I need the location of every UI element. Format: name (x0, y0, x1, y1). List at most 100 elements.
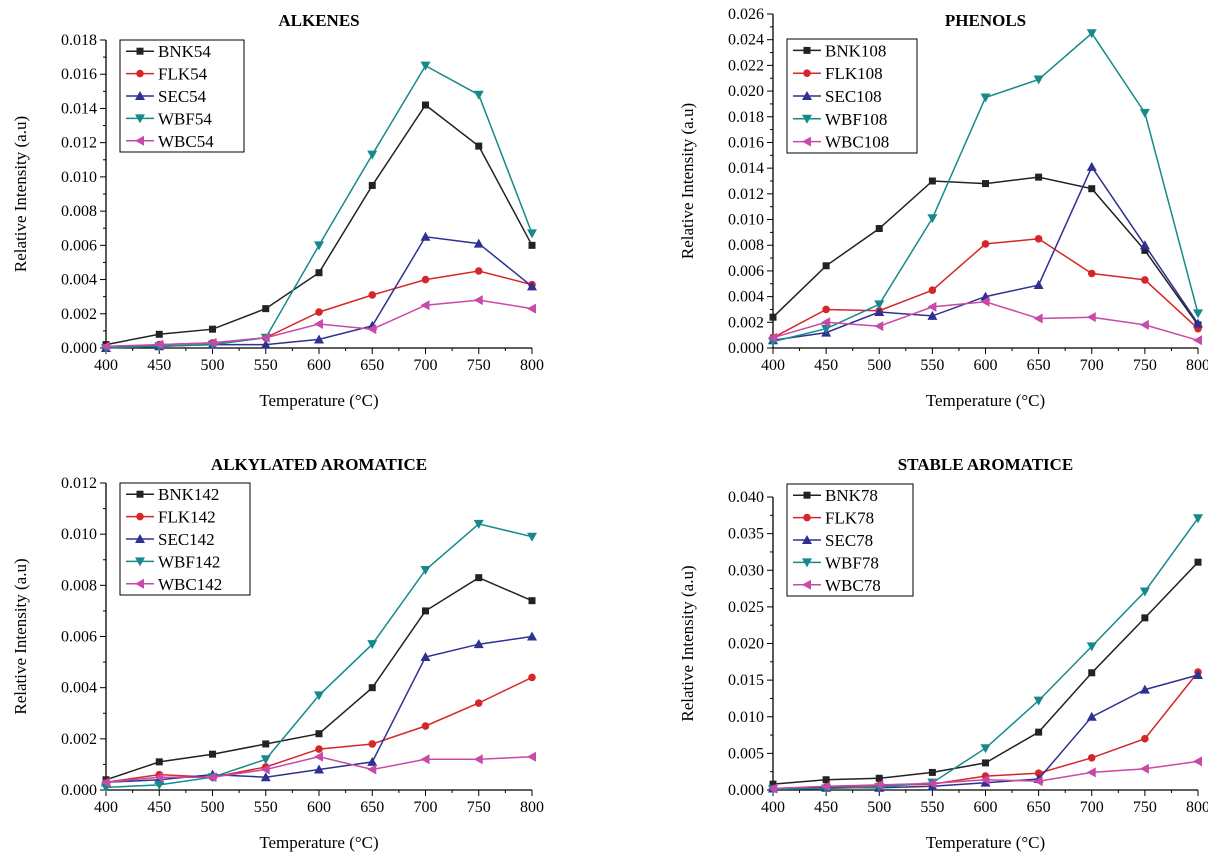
data-point-WBC108 (874, 321, 884, 332)
legend-entry: FLK78 (825, 509, 874, 528)
data-point-BNK108 (982, 180, 989, 188)
series-line-SEC54 (105, 235, 533, 349)
data-point-SEC78 (1139, 684, 1150, 694)
y-axis-label: Relative Intensity (a.u) (678, 103, 697, 259)
chart-title: ALKENES (278, 11, 359, 30)
x-tick-label: 400 (761, 357, 785, 374)
data-point-BNK78 (928, 768, 936, 776)
data-point-WBC54 (473, 295, 483, 306)
data-point-BNK54 (528, 241, 536, 249)
x-tick-label: 750 (1133, 799, 1157, 816)
data-point-WBC54 (367, 324, 377, 335)
y-tick-label: 0.010 (61, 526, 97, 543)
series-line-SEC108 (772, 165, 1199, 342)
y-tick-label: 0.020 (728, 83, 764, 100)
legend-marker (136, 490, 144, 498)
data-point-FLK54 (474, 267, 483, 275)
data-point-WBF78 (1033, 696, 1044, 706)
data-point-SEC142 (420, 651, 431, 661)
legend-marker (802, 136, 811, 147)
y-tick-label: 0.010 (728, 709, 764, 726)
legend-marker (136, 512, 144, 521)
y-axis-label: Relative Intensity (a.u) (678, 565, 697, 721)
series-line-FLK78 (772, 671, 1199, 790)
legend-entry: FLK108 (825, 64, 883, 83)
legend-marker (135, 578, 144, 589)
x-tick-label: 750 (467, 357, 491, 374)
data-point-WBC78 (874, 779, 884, 790)
y-tick-label: 0.026 (728, 6, 764, 23)
x-tick-label: 650 (360, 357, 384, 374)
chart-panel-3: ALKYLATED AROMATICE 0.000 0.002 0.004 0.006 0… (11, 455, 544, 852)
data-point-SEC108 (1033, 280, 1044, 290)
data-point-WBC78 (927, 778, 937, 789)
x-tick-label: 800 (520, 357, 544, 374)
x-tick-label: 650 (1027, 799, 1051, 816)
data-point-WBF54 (473, 90, 484, 100)
legend-marker (802, 558, 812, 568)
data-point-WBF108 (874, 300, 885, 310)
x-tick-label: 400 (94, 799, 118, 816)
y-tick-label: 0.008 (61, 577, 97, 594)
y-tick-label: 0.010 (61, 169, 97, 186)
data-point-WBF78 (980, 744, 991, 754)
data-point-WBC108 (1086, 312, 1096, 323)
y-tick-label: 0.008 (61, 203, 97, 220)
legend-entry: BNK54 (158, 42, 211, 61)
data-point-WBC54 (260, 332, 270, 343)
y-tick-label: 0.014 (728, 160, 764, 177)
data-point-BNK54 (262, 305, 270, 313)
data-point-BNK142 (315, 730, 323, 738)
legend-entry: BNK142 (158, 485, 219, 504)
x-axis-label: Temperature (°C) (259, 391, 378, 410)
data-point-SEC108 (927, 310, 938, 320)
y-tick-label: 0.010 (728, 212, 764, 229)
x-tick-label: 700 (414, 799, 438, 816)
data-point-BNK78 (1088, 669, 1096, 677)
data-point-FLK142 (368, 740, 377, 748)
legend-marker (135, 135, 144, 146)
x-tick-label: 450 (147, 357, 171, 374)
data-point-FLK108 (1141, 276, 1149, 284)
data-point-BNK142 (262, 740, 270, 748)
data-point-WBF54 (420, 61, 431, 71)
data-point-WBF54 (367, 150, 378, 160)
data-point-BNK78 (1035, 728, 1043, 736)
data-point-WBC78 (1139, 763, 1149, 774)
data-point-SEC142 (314, 764, 324, 774)
data-point-WBC108 (1033, 313, 1043, 324)
data-point-FLK78 (1034, 769, 1043, 777)
data-point-BNK142 (422, 607, 429, 615)
data-point-BNK54 (368, 181, 376, 189)
data-point-FLK142 (474, 699, 483, 707)
legend-entry: WBF54 (158, 109, 212, 128)
legend-entry: WBC54 (158, 132, 214, 151)
y-tick-label: 0.006 (61, 629, 97, 646)
data-point-WBF108 (927, 214, 938, 224)
data-point-WBC108 (927, 301, 937, 312)
legend-entry: FLK142 (158, 508, 216, 527)
data-point-FLK108 (1034, 235, 1043, 243)
legend-marker (803, 513, 811, 522)
data-point-BNK54 (475, 142, 483, 150)
data-point-WBC78 (980, 774, 990, 785)
y-tick-label: 0.016 (728, 134, 764, 151)
data-point-BNK142 (528, 597, 536, 605)
x-tick-label: 750 (1133, 357, 1157, 374)
x-tick-label: 450 (147, 799, 171, 816)
data-point-SEC78 (1086, 711, 1097, 721)
y-tick-label: 0.018 (61, 32, 97, 49)
y-tick-label: 0.025 (728, 599, 764, 616)
data-point-SEC54 (420, 231, 431, 241)
y-tick-label: 0.012 (61, 135, 97, 152)
chart-title: ALKYLATED AROMATICE (211, 455, 427, 474)
legend-entry: SEC78 (825, 531, 873, 550)
y-axis-label: Relative Intensity (a.u) (11, 116, 30, 272)
x-tick-label: 800 (1186, 799, 1208, 816)
data-point-WBC142 (101, 777, 110, 788)
data-point-SEC54 (527, 281, 537, 291)
data-point-WBC108 (1193, 335, 1202, 346)
data-point-BNK108 (875, 225, 883, 233)
y-tick-label: 0.015 (728, 672, 764, 689)
data-point-BNK108 (1141, 246, 1149, 254)
